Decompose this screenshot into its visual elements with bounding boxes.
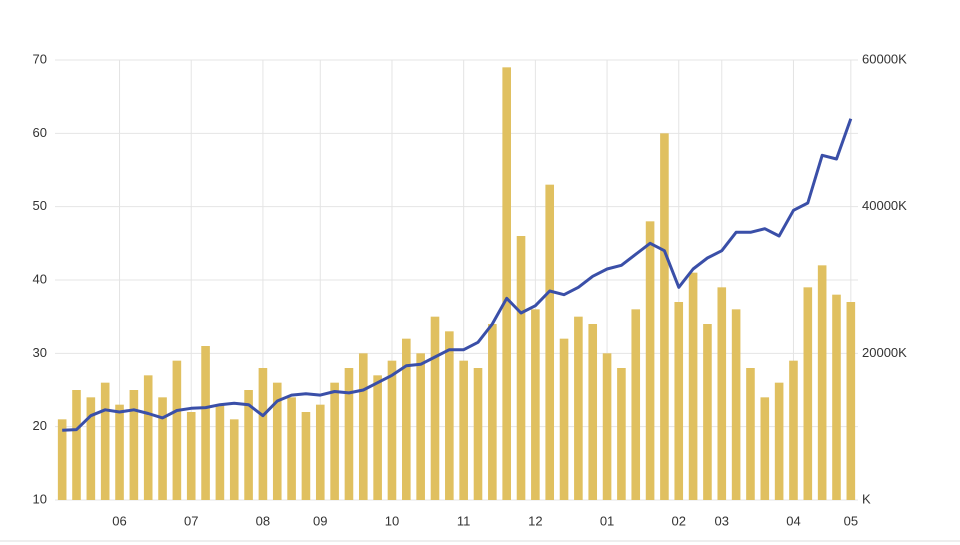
price-line [62, 118, 853, 432]
y-tick-label: 60 [33, 125, 47, 140]
volume-bar [488, 324, 497, 500]
y-tick-label: 30 [33, 345, 47, 360]
x-tick-label: 01 [600, 513, 614, 528]
volume-bar [172, 360, 182, 500]
volume-bar [559, 338, 569, 500]
y2-tick-label: 40000K [862, 198, 907, 213]
volume-bar [545, 184, 555, 500]
volume-bar [201, 346, 210, 500]
volume-bar [760, 397, 770, 500]
y2-tick-label: 20000K [862, 345, 907, 360]
volume-bar [789, 360, 798, 500]
volume-bar [229, 419, 239, 500]
volume-bar [531, 309, 540, 500]
volume-bar [746, 368, 755, 500]
volume-bar [129, 390, 139, 500]
x-tick-label: 04 [786, 513, 800, 528]
volume-bar [373, 375, 382, 500]
x-tick-label: 10 [385, 513, 399, 528]
volume-bar [430, 316, 440, 500]
y-tick-label: 70 [33, 51, 47, 66]
volume-bar [473, 368, 483, 500]
volume-bar [631, 309, 641, 500]
volume-bar [459, 360, 468, 500]
volume-bar [344, 368, 354, 500]
x-tick-label: 12 [528, 513, 542, 528]
x-tick-label: 08 [256, 513, 270, 528]
volume-bar [574, 316, 583, 500]
volume-bar [416, 353, 425, 500]
volume-bar [502, 67, 511, 500]
volume-bar [645, 221, 655, 501]
volume-bar [315, 404, 325, 500]
x-tick-label: 07 [184, 513, 198, 528]
volume-bar [731, 309, 741, 500]
volume-bar [817, 265, 827, 500]
y-tick-label: 50 [33, 198, 47, 213]
x-tick-label: 09 [313, 513, 327, 528]
volume-bar [158, 397, 167, 500]
volume-bar [660, 133, 669, 501]
volume-bar [445, 331, 454, 500]
volume-bar [215, 404, 225, 500]
volume-bar [617, 368, 626, 500]
x-tick-label: 06 [112, 513, 126, 528]
volume-bar [86, 397, 96, 500]
volume-bar [287, 397, 296, 500]
volume-bar [358, 353, 368, 500]
x-tick-label: 11 [457, 513, 471, 528]
volume-bar [244, 390, 253, 500]
volume-bar [115, 404, 124, 500]
volume-bar [258, 368, 268, 500]
volume-bar [402, 338, 411, 500]
y-tick-label: 10 [33, 491, 47, 506]
volume-bar [143, 375, 153, 500]
x-tick-label: 03 [715, 513, 729, 528]
volume-bar [803, 287, 813, 500]
x-tick-label: 02 [672, 513, 686, 528]
volume-bar [688, 272, 698, 500]
volume-bar [832, 294, 841, 500]
volume-bar [387, 360, 397, 500]
volume-bar [774, 382, 784, 500]
volume-bar [717, 287, 727, 500]
volume-bar [186, 412, 196, 500]
volume-bar [100, 382, 110, 500]
y2-tick-label: 60000K [862, 51, 907, 66]
volume-bar [846, 302, 856, 500]
volume-bar [301, 412, 311, 500]
volume-bar [602, 353, 612, 500]
volume-bar [703, 324, 712, 500]
volume-bar [330, 382, 339, 500]
volume-bar [72, 390, 81, 500]
volume-bar [674, 302, 684, 500]
y2-tick-label: K [862, 491, 871, 506]
volume-bar [588, 324, 598, 500]
volume-bar [516, 236, 526, 500]
volume-bar [57, 419, 67, 500]
y-tick-label: 20 [33, 418, 47, 433]
y-tick-label: 40 [33, 271, 47, 286]
volume-bar [272, 382, 282, 500]
x-tick-label: 05 [844, 513, 858, 528]
